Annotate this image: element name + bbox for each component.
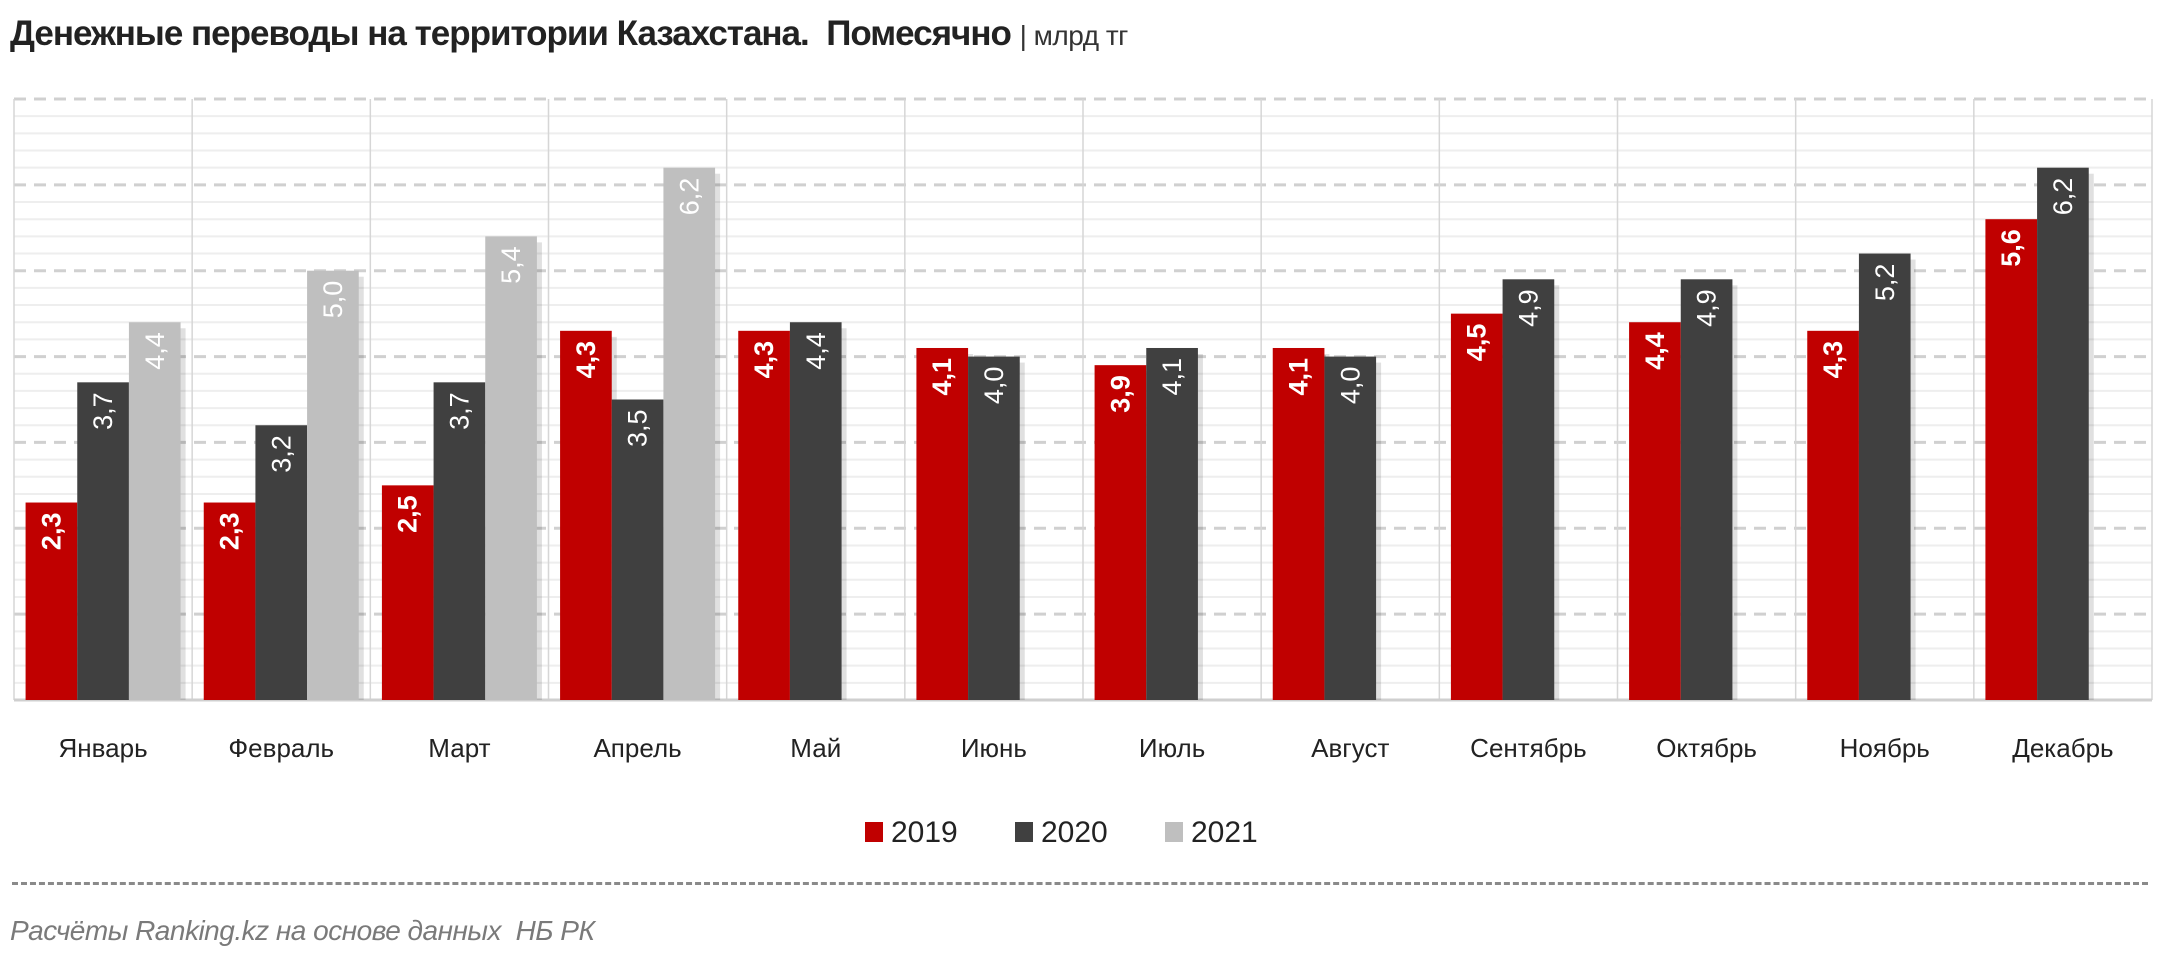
bar-2019-Ноябрь <box>1807 330 1859 700</box>
legend-swatch-2021 <box>1165 822 1183 842</box>
data-label: 4,1 <box>1157 358 1187 396</box>
legend-label-2020: 2020 <box>1041 816 1108 849</box>
data-label: 4,3 <box>571 341 601 379</box>
data-label: 4,1 <box>1284 358 1314 396</box>
bar-2019-Июль <box>1094 365 1147 700</box>
x-tick-label: Ноябрь <box>1840 733 1930 763</box>
data-label: 3,9 <box>1105 375 1135 413</box>
x-tick-label: Май <box>790 733 841 763</box>
footer-divider <box>12 882 2148 885</box>
source-note: Расчёты Ranking.kz на основе данных НБ Р… <box>10 915 595 946</box>
legend-swatch-2019 <box>865 822 883 842</box>
bar-2019-Февраль <box>203 502 256 700</box>
data-label: 5,2 <box>1870 264 1900 302</box>
data-label: 5,4 <box>496 246 526 284</box>
bar-2019-Июнь <box>916 347 969 700</box>
bar-2020-Май <box>789 322 842 700</box>
bar-2021-Март <box>485 236 537 700</box>
legend-label-2021: 2021 <box>1191 816 1258 849</box>
chart-title: Денежные переводы на территории Казахста… <box>10 14 1128 54</box>
data-label: 4,0 <box>979 367 1009 405</box>
bar-2020-Ноябрь <box>1858 253 1911 701</box>
x-tick-label: Январь <box>59 733 148 763</box>
x-tick-label: Февраль <box>228 733 334 763</box>
data-label: 3,5 <box>623 410 653 448</box>
data-label: 2,5 <box>393 495 423 533</box>
bar-2020-Сентябрь <box>1502 279 1555 700</box>
data-label: 4,5 <box>1462 324 1492 362</box>
data-label: 4,4 <box>140 332 170 370</box>
x-tick-label: Август <box>1311 733 1389 763</box>
data-label: 4,3 <box>749 341 779 379</box>
data-label: 4,4 <box>801 332 831 370</box>
bar-2021-Январь <box>128 322 181 700</box>
data-label: 5,6 <box>1996 229 2026 267</box>
bar-2020-Апрель <box>611 399 664 700</box>
bar-2021-Февраль <box>307 270 359 700</box>
x-tick-label: Июль <box>1139 733 1205 763</box>
data-label: 4,9 <box>1513 289 1543 327</box>
bar-2020-Февраль <box>255 425 308 700</box>
bar-2019-Декабрь <box>1985 219 2038 700</box>
data-label: 4,1 <box>927 358 957 396</box>
x-tick-label: Июнь <box>961 733 1027 763</box>
bar-2019-Январь <box>25 502 78 700</box>
data-label: 4,9 <box>1692 289 1722 327</box>
bar-2019-Март <box>381 485 434 700</box>
x-tick-label: Март <box>428 733 490 763</box>
bar-2020-Декабрь <box>2037 167 2089 700</box>
data-label: 6,2 <box>674 178 704 216</box>
bar-2019-Октябрь <box>1629 322 1681 700</box>
bar-2020-Август <box>1324 356 1377 700</box>
x-tick-label: Октябрь <box>1656 733 1757 763</box>
data-label: 4,4 <box>1640 332 1670 370</box>
data-label: 2,3 <box>215 513 245 551</box>
bar-2019-Апрель <box>560 330 612 700</box>
data-label: 4,0 <box>1335 367 1365 405</box>
bar-2021-Апрель <box>663 167 716 700</box>
bar-2019-Август <box>1272 347 1325 700</box>
bar-2019-Сентябрь <box>1450 313 1503 700</box>
x-tick-label: Сентябрь <box>1470 733 1586 763</box>
title-text: Денежные переводы на территории Казахста… <box>10 14 1012 53</box>
data-label: 5,0 <box>318 281 348 319</box>
bar-2020-Июнь <box>968 356 1020 700</box>
bar-2020-Март <box>433 382 486 700</box>
bar-2019-Май <box>738 330 790 700</box>
bar-chart: 2,3 2,3 2,5 4,3 4,3 4,1 3,9 4,1 4,5 4,4 4,3 5,6 3,7 3… <box>13 97 2153 849</box>
legend-label-2019: 2019 <box>891 816 958 849</box>
x-tick-label: Декабрь <box>2012 733 2113 763</box>
legend: 2019 2020 2021 <box>865 816 1258 849</box>
data-label: 3,7 <box>88 392 118 430</box>
data-label: 3,7 <box>444 392 474 430</box>
data-label: 6,2 <box>2048 178 2078 216</box>
legend-swatch-2020 <box>1015 822 1033 842</box>
data-label: 3,2 <box>266 435 296 473</box>
data-label: 4,3 <box>1818 341 1848 379</box>
bar-2020-Октябрь <box>1680 279 1733 700</box>
x-tick-label: Апрель <box>593 733 681 763</box>
data-label: 2,3 <box>36 513 66 551</box>
bar-2020-Июль <box>1146 347 1198 700</box>
title-unit: | млрд тг <box>1019 20 1129 51</box>
bar-2020-Январь <box>77 382 129 700</box>
